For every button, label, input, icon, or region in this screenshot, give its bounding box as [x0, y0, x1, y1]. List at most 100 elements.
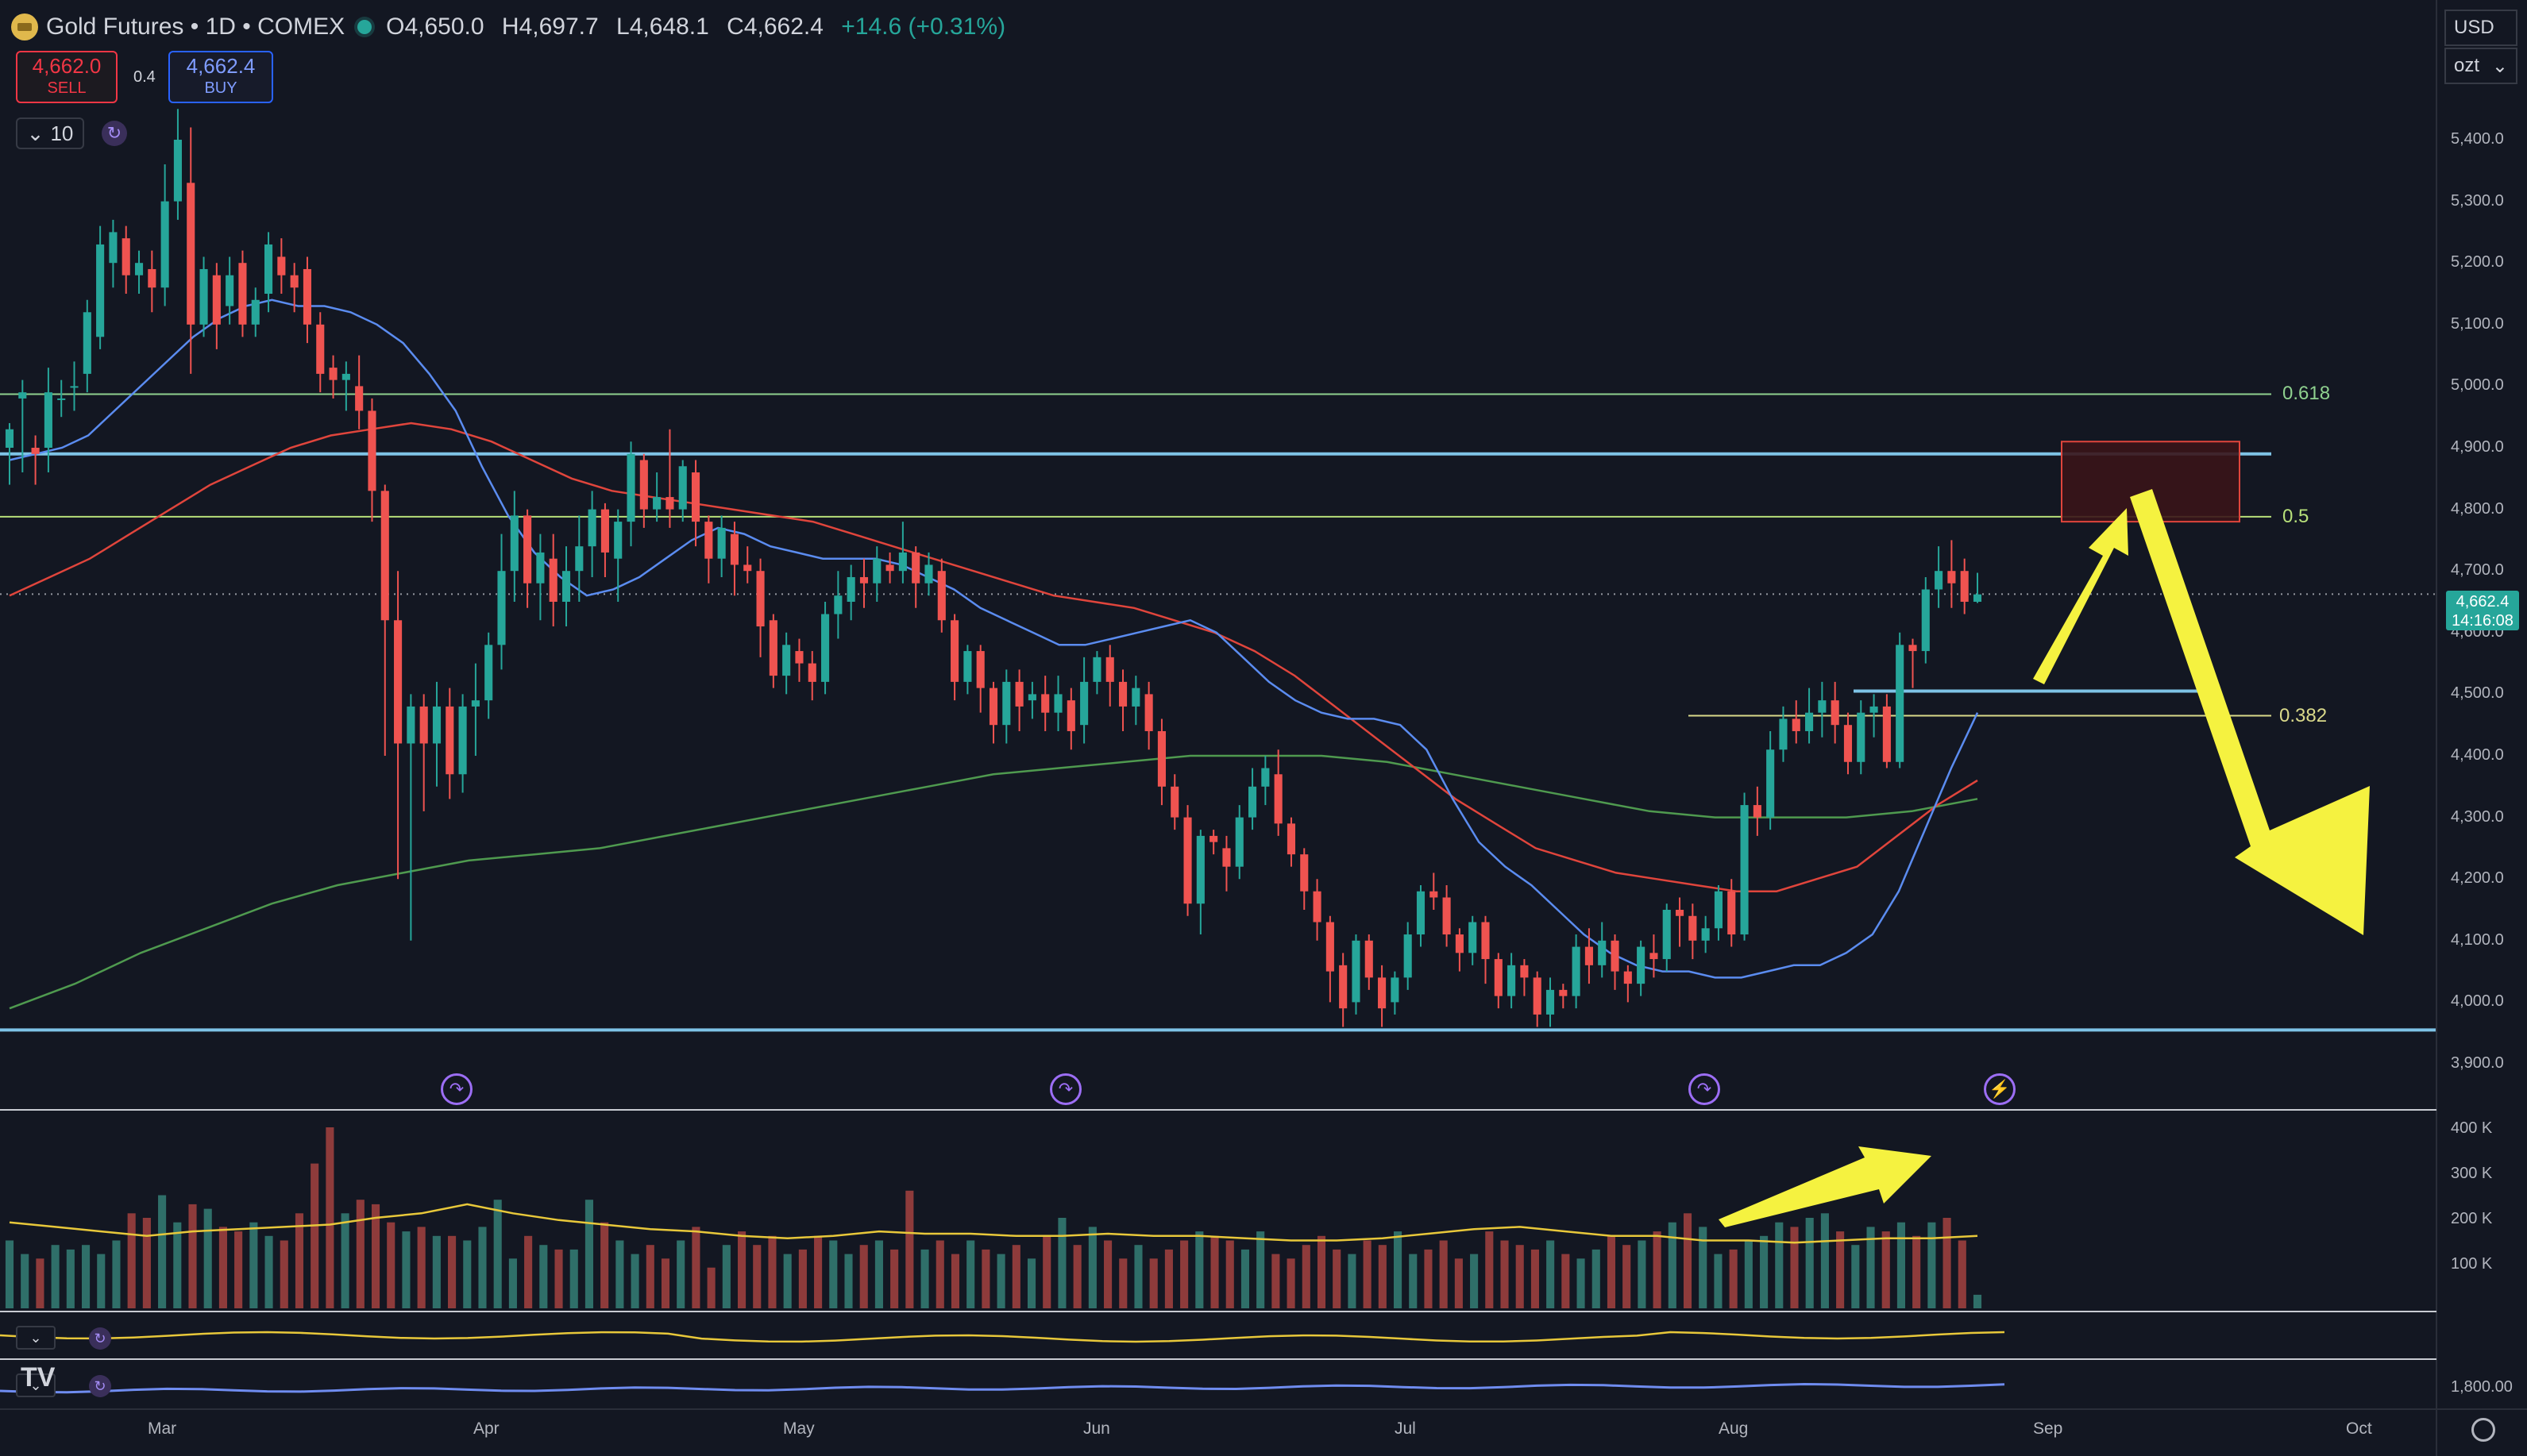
volume-bar: [5, 1240, 14, 1308]
change-value: +14.6 (+0.31%): [841, 13, 1006, 40]
candle-body: [1779, 718, 1788, 750]
candle-body: [238, 263, 247, 325]
price-axis-tick: 4,500.0: [2451, 684, 2504, 703]
candle-body: [1843, 725, 1853, 762]
candle-body: [756, 571, 765, 627]
volume-bar: [448, 1235, 457, 1308]
currency-select[interactable]: USD: [2444, 10, 2517, 46]
volume-bar: [1729, 1249, 1738, 1308]
volume-bar: [1851, 1245, 1860, 1308]
candle-body: [575, 546, 584, 572]
volume-bar: [707, 1267, 716, 1308]
spread-value: 0.4: [133, 68, 156, 86]
symbol-title[interactable]: Gold Futures • 1D • COMEX: [46, 13, 345, 40]
refresh-icon[interactable]: ↻: [89, 1327, 111, 1350]
unit-select[interactable]: ozt ⌄: [2444, 48, 2517, 84]
volume-bar: [737, 1231, 747, 1308]
candle-body: [1545, 989, 1555, 1015]
candle-body: [1196, 835, 1205, 904]
candle-body: [290, 275, 299, 288]
candle-body: [1701, 928, 1710, 941]
volume-bar: [1653, 1231, 1661, 1308]
price-axis-tick: 4,200.0: [2451, 869, 2504, 888]
volume-bar: [1302, 1245, 1310, 1308]
volume-bar: [1027, 1258, 1036, 1308]
candle-body: [847, 576, 855, 602]
volume-bar: [21, 1254, 29, 1308]
indicator-toggle[interactable]: ⌄ 10: [16, 117, 84, 149]
candle-body: [1637, 946, 1645, 984]
volume-bar: [173, 1222, 182, 1308]
lightning-icon[interactable]: ⚡: [1984, 1073, 2016, 1105]
volume-bar: [1454, 1258, 1463, 1308]
indicator-line: [0, 1382, 2005, 1394]
price-axis-tick: 5,200.0: [2451, 253, 2504, 272]
volume-bar: [768, 1235, 777, 1308]
candle-body: [1157, 730, 1166, 787]
candle-body: [355, 386, 364, 411]
volume-bar: [661, 1258, 670, 1308]
chevron-down-icon[interactable]: ⌄: [16, 1326, 56, 1350]
price-axis-tick: 5,100.0: [2451, 314, 2504, 333]
volume-bar: [295, 1213, 304, 1308]
candle-body: [1598, 940, 1607, 965]
candle-body: [1118, 681, 1128, 707]
candle-body: [1649, 953, 1658, 960]
volume-bar: [1912, 1235, 1921, 1308]
volume-bar: [218, 1227, 227, 1308]
volume-bar: [97, 1254, 106, 1308]
price-axis-tick: 5,000.0: [2451, 376, 2504, 395]
time-axis-tick: Apr: [473, 1419, 500, 1438]
chevron-down-icon[interactable]: ⌄: [16, 1373, 56, 1397]
candle-body: [1248, 786, 1257, 818]
candle-body: [510, 515, 519, 572]
volume-bar: [417, 1227, 426, 1308]
refresh-icon[interactable]: ↻: [89, 1375, 111, 1397]
volume-bar: [1591, 1249, 1600, 1308]
volume-bar: [1790, 1227, 1799, 1308]
event-icon[interactable]: ↷: [1050, 1073, 1082, 1105]
candle-body: [1818, 700, 1827, 713]
ohlc-readout: O4,650.0 H4,697.7 L4,648.1 C4,662.4 +14.…: [386, 13, 1017, 40]
event-icon[interactable]: ↷: [441, 1073, 473, 1105]
candle-body: [678, 466, 687, 510]
candle-body: [212, 275, 221, 325]
volume-bar: [1836, 1231, 1845, 1308]
settings-gear-icon[interactable]: [2471, 1418, 2495, 1442]
buy-button[interactable]: 4,662.4 BUY: [168, 51, 273, 103]
candle-body: [627, 453, 635, 522]
candle-body: [1054, 694, 1063, 713]
candle-body: [924, 564, 933, 584]
time-axis-tick: Oct: [2346, 1419, 2372, 1438]
candle-body: [407, 706, 415, 744]
candle-body: [1391, 977, 1399, 1003]
candle-body: [1675, 910, 1684, 916]
candle-body: [368, 410, 376, 491]
volume-bar: [1256, 1231, 1265, 1308]
volume-bar: [1546, 1240, 1555, 1308]
volume-bar: [1180, 1240, 1189, 1308]
candle-body: [199, 268, 208, 325]
volume-bar: [1576, 1258, 1585, 1308]
candle-body: [173, 140, 182, 202]
refresh-icon[interactable]: ↻: [102, 121, 127, 146]
volume-bar: [1348, 1254, 1356, 1308]
time-axis-tick: Sep: [2033, 1419, 2063, 1438]
sell-button[interactable]: 4,662.0 SELL: [16, 51, 118, 103]
price-axis-tick: 4,100.0: [2451, 930, 2504, 949]
ma-fast-line: [9, 299, 1979, 979]
volume-bar: [1424, 1249, 1433, 1308]
candle-body: [549, 558, 557, 602]
candle-body: [18, 392, 27, 399]
candle-body: [497, 571, 506, 645]
volume-bar: [753, 1245, 762, 1308]
volume-bar: [1500, 1240, 1509, 1308]
volume-bar: [1149, 1258, 1158, 1308]
volume-bar: [1943, 1218, 1951, 1308]
volume-bar: [112, 1240, 121, 1308]
candle-body: [821, 614, 830, 682]
event-icon[interactable]: ↷: [1688, 1073, 1720, 1105]
candle-body: [523, 515, 532, 584]
volume-bar: [402, 1231, 411, 1308]
